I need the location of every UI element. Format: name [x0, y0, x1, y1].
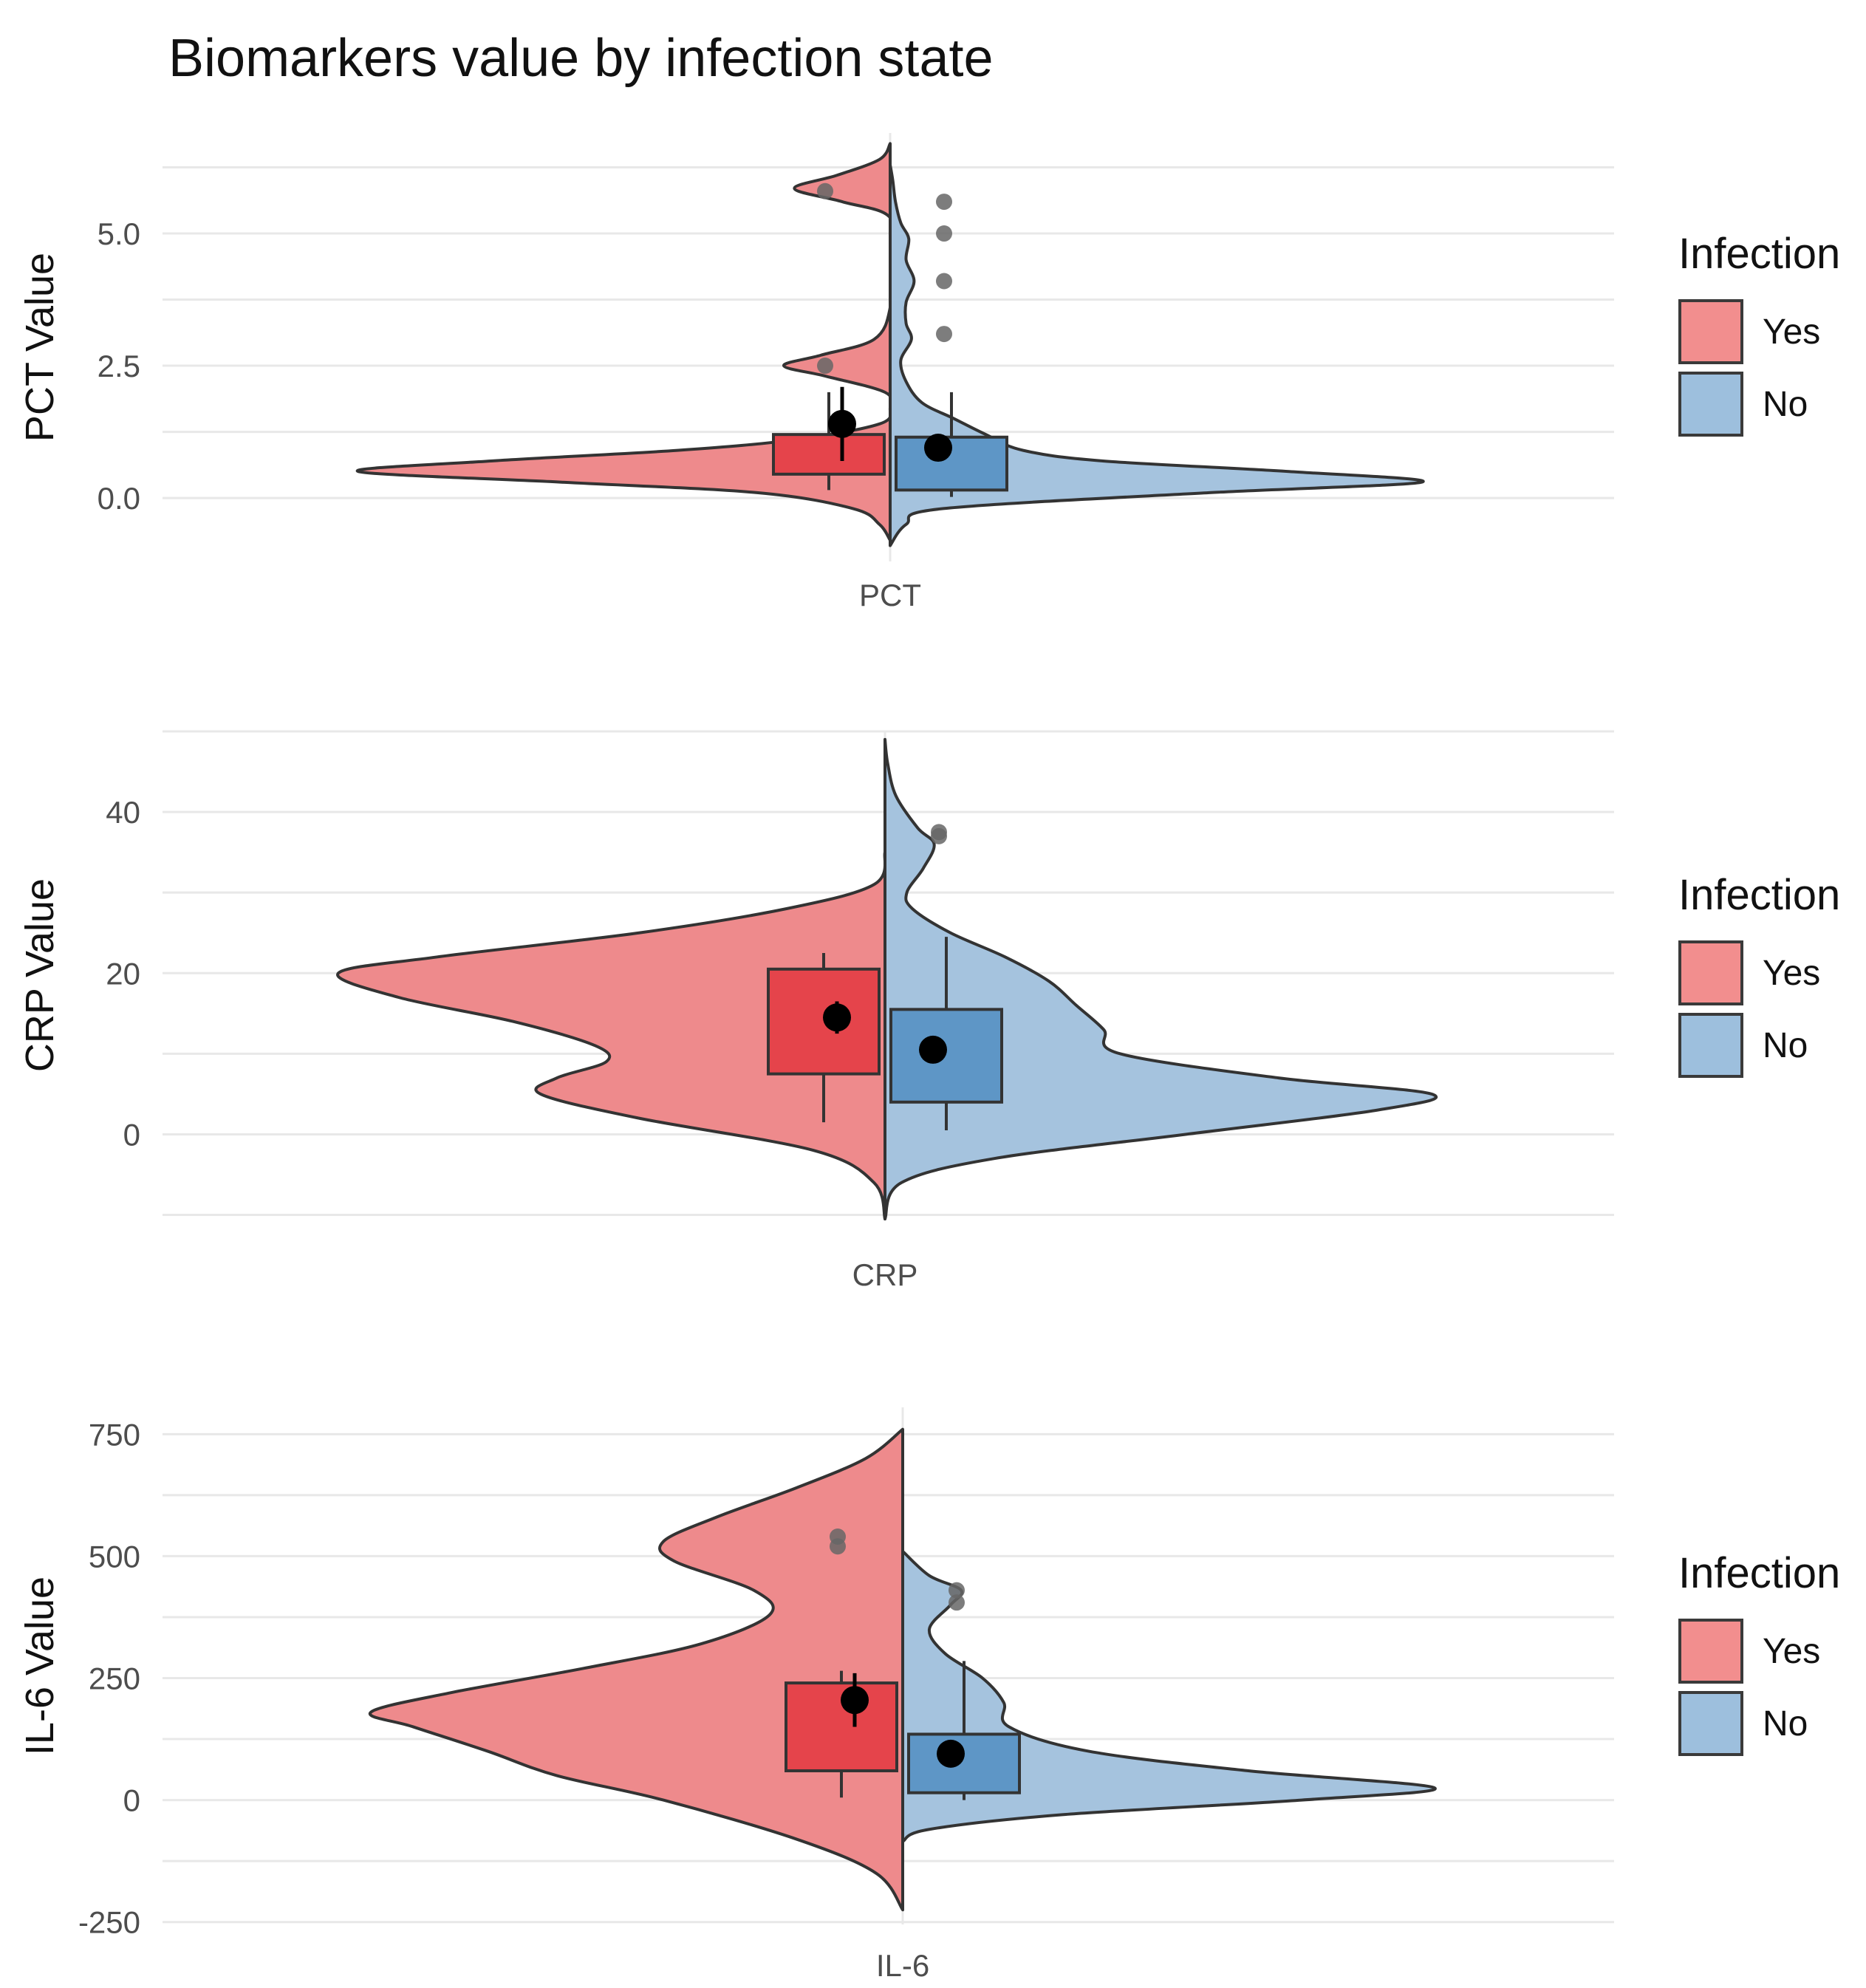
legend-key-yes: [1678, 299, 1743, 364]
mean-point-yes: [823, 1003, 851, 1032]
legend-il6: Infection Yes No: [1678, 1548, 1840, 1756]
panel-crp: 0 20 40 CRP Value CRP: [18, 730, 1614, 1292]
violin-yes: [355, 142, 895, 542]
outlier-point: [817, 358, 833, 375]
violin-yes: [336, 850, 887, 1220]
y-axis-label: PCT Value: [18, 253, 62, 442]
panel-il6: -250 0 250 500 750 IL-6 Value IL-6: [18, 1407, 1614, 1983]
y-tick-label: 2.5: [98, 349, 140, 383]
mean-point-yes: [841, 1686, 869, 1715]
legend-key-no: [1678, 1691, 1743, 1756]
violin-no: [901, 1549, 1437, 1843]
legend-item-yes: Yes: [1678, 299, 1840, 364]
legend-pct: Infection Yes No: [1678, 229, 1840, 437]
legend-label-no: No: [1763, 1704, 1808, 1743]
legend-label-yes: Yes: [1763, 1631, 1821, 1671]
box-yes: [767, 967, 881, 1076]
legend-title: Infection: [1678, 871, 1841, 919]
y-tick-label: 750: [89, 1417, 140, 1452]
legend-title: Infection: [1678, 1549, 1841, 1597]
y-tick-label: 40: [106, 795, 140, 830]
mean-point-no: [937, 1739, 965, 1768]
outlier-point: [949, 1582, 965, 1599]
outlier-point: [817, 182, 833, 199]
x-tick-label: CRP: [852, 1257, 918, 1292]
box-no: [889, 1008, 1003, 1104]
y-tick-label: 0: [123, 1117, 140, 1152]
outlier-point: [936, 326, 952, 343]
y-axis-label: IL-6 Value: [18, 1577, 62, 1755]
y-tick-label: -250: [78, 1905, 140, 1940]
legend-item-yes: Yes: [1678, 1619, 1840, 1684]
legend-label-no: No: [1763, 1025, 1808, 1065]
x-tick-label: PCT: [859, 578, 921, 612]
legend-key-yes: [1678, 940, 1743, 1005]
y-tick-label: 0: [123, 1783, 140, 1818]
outlier-point: [830, 1528, 846, 1545]
y-tick-label: 5.0: [98, 216, 140, 251]
legend-item-no: No: [1678, 1691, 1840, 1756]
legend-label-yes: Yes: [1763, 312, 1821, 352]
y-axis-label: CRP Value: [18, 878, 62, 1072]
y-tick-label: 0.0: [98, 481, 140, 516]
outlier-point: [936, 273, 952, 290]
legend-item-no: No: [1678, 1013, 1840, 1078]
violin-no: [889, 163, 1425, 547]
x-tick-label: IL-6: [876, 1948, 929, 1983]
y-tick-label: 20: [106, 956, 140, 991]
legend-crp: Infection Yes No: [1678, 870, 1840, 1078]
legend-title: Infection: [1678, 230, 1841, 278]
mean-point-no: [919, 1035, 947, 1064]
outlier-point: [931, 824, 947, 841]
legend-label-yes: Yes: [1763, 953, 1821, 993]
chart-title: Biomarkers value by infection state: [168, 29, 994, 88]
legend-key-yes: [1678, 1619, 1743, 1684]
mean-point-yes: [828, 409, 856, 438]
box-no: [907, 1732, 1021, 1794]
panel-pct: 0.0 2.5 5.0 PCT Value PCT: [18, 133, 1614, 612]
legend-key-no: [1678, 372, 1743, 437]
outlier-point: [949, 1594, 965, 1611]
legend-item-no: No: [1678, 372, 1840, 437]
y-tick-label: 500: [89, 1539, 140, 1574]
legend-key-no: [1678, 1013, 1743, 1078]
outlier-point: [936, 194, 952, 211]
violin-yes: [368, 1427, 904, 1912]
legend-label-no: No: [1763, 384, 1808, 424]
outlier-point: [936, 225, 952, 242]
mean-point-no: [924, 434, 952, 462]
box-yes: [772, 433, 886, 476]
y-tick-label: 250: [89, 1661, 140, 1696]
legend-item-yes: Yes: [1678, 940, 1840, 1005]
violin-no: [884, 737, 1438, 1220]
